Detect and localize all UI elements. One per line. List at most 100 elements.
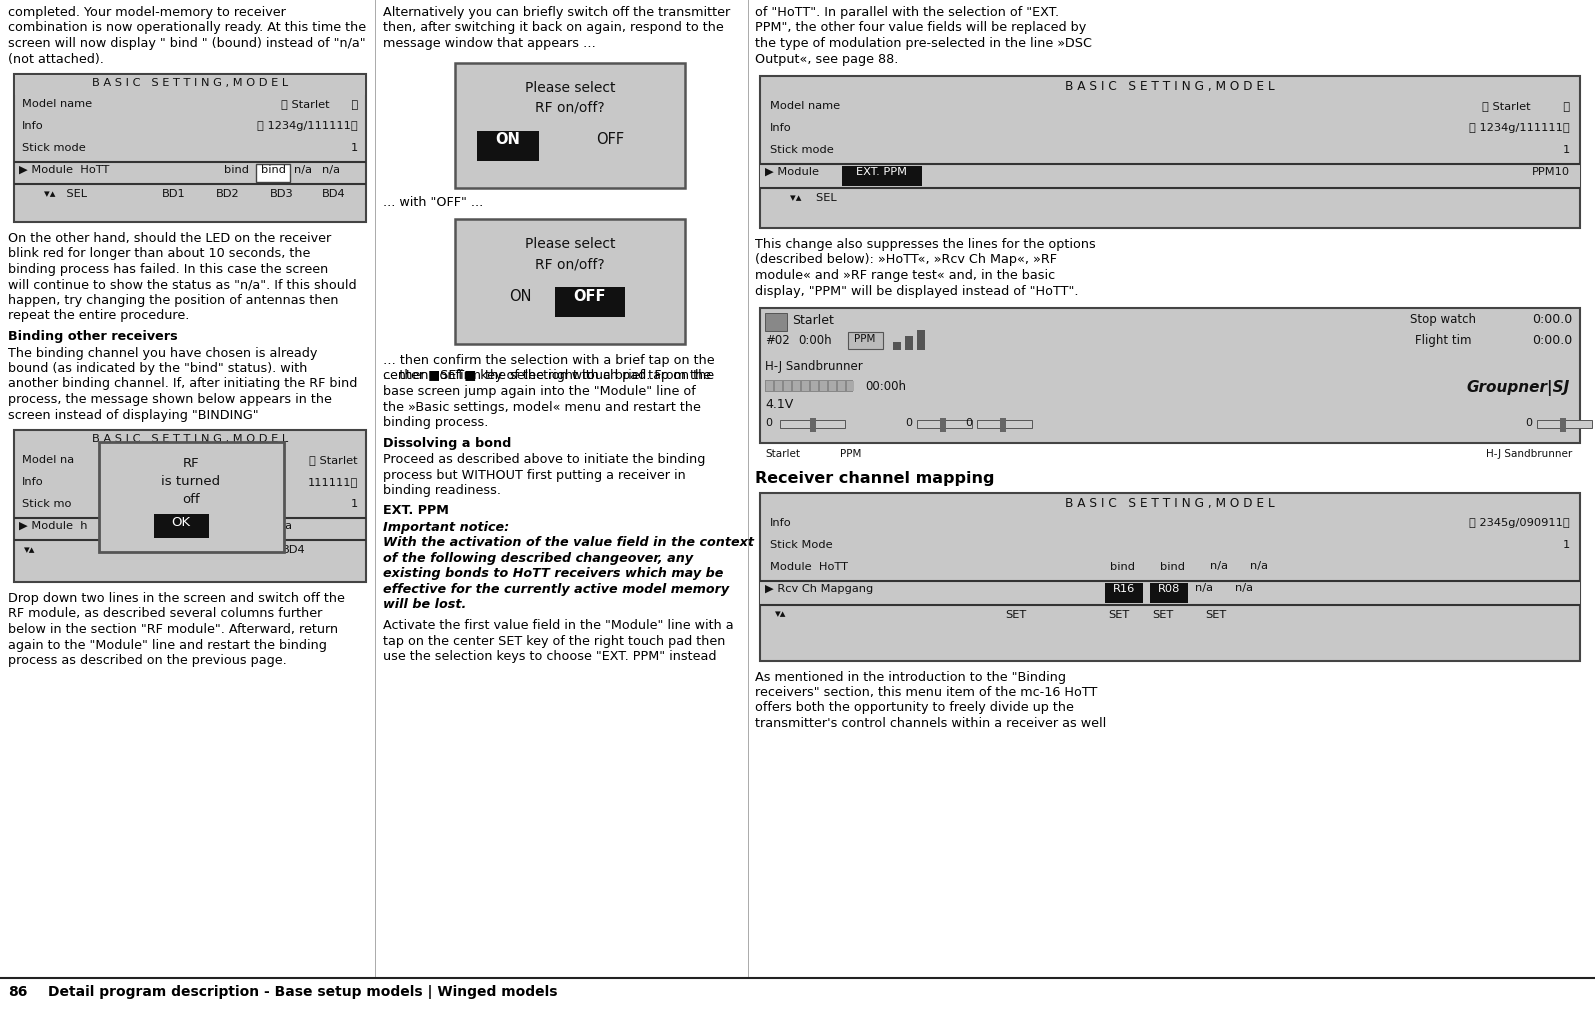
- Text: BD3: BD3: [270, 189, 293, 199]
- Text: Please select: Please select: [525, 237, 616, 251]
- Text: 0:00.0: 0:00.0: [1531, 313, 1573, 326]
- Text: Starlet: Starlet: [766, 449, 801, 459]
- Bar: [155, 514, 209, 538]
- Text: 1: 1: [1563, 145, 1569, 155]
- Bar: [1150, 582, 1188, 603]
- Text: 0: 0: [1525, 418, 1533, 428]
- Text: binding process.: binding process.: [383, 416, 488, 429]
- Text: OK: OK: [171, 516, 190, 529]
- Bar: [780, 420, 845, 428]
- Text: the type of modulation pre-selected in the line »DSC: the type of modulation pre-selected in t…: [754, 37, 1093, 50]
- Text: PPM", the other four value fields will be replaced by: PPM", the other four value fields will b…: [754, 21, 1086, 35]
- Text: SET: SET: [1204, 610, 1227, 620]
- Text: 0: 0: [766, 418, 772, 428]
- Text: Stick Mode: Stick Mode: [770, 539, 833, 549]
- Text: BD4: BD4: [322, 189, 346, 199]
- Text: H-J Sandbrunner: H-J Sandbrunner: [1487, 449, 1573, 459]
- Text: of "HoTT". In parallel with the selection of "EXT.: of "HoTT". In parallel with the selectio…: [754, 6, 1059, 19]
- Text: n/a: n/a: [322, 165, 340, 175]
- Text: 00:00h: 00:00h: [864, 380, 906, 393]
- Text: n/a: n/a: [1250, 562, 1268, 572]
- Text: SET: SET: [1152, 610, 1174, 620]
- Text: ▶ Module  h: ▶ Module h: [19, 521, 88, 531]
- Text: 1: 1: [351, 499, 357, 509]
- Text: message window that appears …: message window that appears …: [383, 37, 597, 50]
- Bar: [1105, 582, 1144, 603]
- Text: Please select: Please select: [525, 81, 616, 94]
- Text: completed. Your model-memory to receiver: completed. Your model-memory to receiver: [8, 6, 286, 19]
- Text: screen will now display " bind " (bound) instead of "n/a": screen will now display " bind " (bound)…: [8, 37, 365, 50]
- Text: R16: R16: [1113, 583, 1136, 593]
- Text: 〈 Starlet      〉: 〈 Starlet 〉: [281, 99, 357, 109]
- Bar: [99, 442, 284, 552]
- Text: RF: RF: [183, 457, 199, 470]
- Bar: [793, 381, 801, 391]
- Text: ▾▴    SEL: ▾▴ SEL: [790, 193, 837, 203]
- Text: bind: bind: [1160, 562, 1185, 572]
- Bar: [893, 342, 901, 350]
- Bar: [785, 381, 791, 391]
- Text: 0:00.0: 0:00.0: [1531, 333, 1573, 347]
- Text: binding readiness.: binding readiness.: [383, 484, 501, 497]
- Text: process as described on the previous page.: process as described on the previous pag…: [8, 654, 287, 667]
- Text: Model name: Model name: [770, 101, 841, 112]
- Text: effective for the currently active model memory: effective for the currently active model…: [383, 583, 729, 596]
- Text: Info: Info: [22, 121, 43, 131]
- Text: Info: Info: [770, 518, 791, 528]
- Text: ▾▴   SEL: ▾▴ SEL: [45, 189, 88, 199]
- Bar: [802, 381, 809, 391]
- Text: OFF: OFF: [597, 133, 624, 147]
- Text: below in the section "RF module". Afterward, return: below in the section "RF module". Afterw…: [8, 623, 338, 636]
- Text: blink red for longer than about 10 seconds, the: blink red for longer than about 10 secon…: [8, 248, 311, 261]
- Text: then, after switching it back on again, respond to the: then, after switching it back on again, …: [383, 21, 724, 35]
- Text: n/a: n/a: [274, 521, 292, 531]
- Text: PPM: PPM: [841, 449, 861, 459]
- Text: Activate the first value field in the "Module" line with a: Activate the first value field in the "M…: [383, 619, 734, 632]
- Text: BD1: BD1: [163, 189, 185, 199]
- Bar: [257, 164, 290, 182]
- Text: Detail program description - Base setup models | Winged models: Detail program description - Base setup …: [48, 985, 558, 999]
- Text: another binding channel. If, after initiating the RF bind: another binding channel. If, after initi…: [8, 377, 357, 391]
- Bar: [759, 164, 1581, 188]
- Bar: [810, 381, 818, 391]
- Text: SET: SET: [1005, 610, 1026, 620]
- Bar: [477, 131, 539, 161]
- Bar: [904, 336, 912, 350]
- Text: of the following described changeover, any: of the following described changeover, a…: [383, 552, 694, 565]
- Bar: [759, 580, 1581, 605]
- Text: … then confirm the selection with a brief tap on the: … then confirm the selection with a brie…: [383, 354, 715, 367]
- Text: Dissolving a bond: Dissolving a bond: [383, 437, 512, 449]
- Bar: [978, 420, 1032, 428]
- Bar: [847, 381, 853, 391]
- Text: bind: bind: [223, 165, 249, 175]
- Bar: [455, 62, 684, 187]
- Text: 〈 2345g/090911〉: 〈 2345g/090911〉: [1469, 518, 1569, 528]
- Text: H-J Sandbrunner: H-J Sandbrunner: [766, 360, 863, 373]
- Text: Stop watch: Stop watch: [1410, 313, 1475, 326]
- Text: (described below): »HoTT«, »Rcv Ch Map«, »RF: (described below): »HoTT«, »Rcv Ch Map«,…: [754, 254, 1057, 267]
- Text: With the activation of the value field in the context: With the activation of the value field i…: [383, 536, 754, 549]
- Text: will continue to show the status as "n/a". If this should: will continue to show the status as "n/a…: [8, 278, 357, 292]
- Text: BD3: BD3: [234, 545, 258, 555]
- Bar: [14, 75, 365, 95]
- Text: Stick mode: Stick mode: [770, 145, 834, 155]
- Text: RF on/off?: RF on/off?: [536, 100, 605, 115]
- Text: EXT. PPM: EXT. PPM: [857, 167, 908, 177]
- Text: B A S I C   S E T T I N G , M O D E L: B A S I C S E T T I N G , M O D E L: [1065, 80, 1274, 93]
- Text: bind: bind: [260, 165, 286, 175]
- Text: 86: 86: [8, 985, 27, 999]
- Text: BD4: BD4: [282, 545, 306, 555]
- Text: n/a: n/a: [293, 165, 313, 175]
- Text: transmitter's control channels within a receiver as well: transmitter's control channels within a …: [754, 717, 1107, 730]
- Bar: [759, 492, 1581, 661]
- Bar: [1560, 418, 1566, 432]
- Text: 0: 0: [965, 418, 971, 428]
- Bar: [842, 166, 922, 186]
- Bar: [14, 74, 365, 222]
- Text: Starlet: Starlet: [793, 314, 834, 327]
- Text: 4.1V: 4.1V: [766, 398, 793, 411]
- Bar: [917, 420, 971, 428]
- Text: ▶ Rcv Ch Mapgang: ▶ Rcv Ch Mapgang: [766, 583, 872, 593]
- Text: The binding channel you have chosen is already: The binding channel you have chosen is a…: [8, 347, 317, 359]
- Text: ON: ON: [496, 133, 520, 147]
